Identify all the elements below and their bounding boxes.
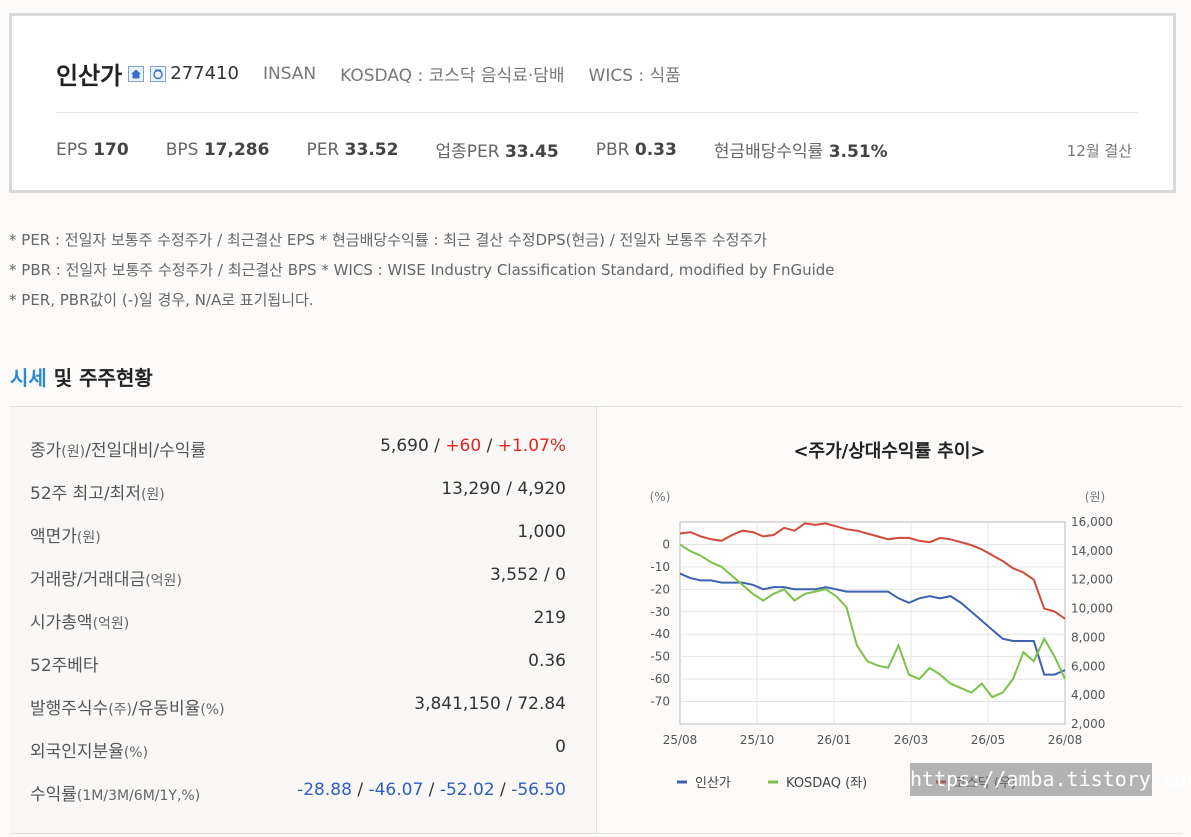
row-label: 발행주식수(주)/유동비율(%) <box>30 699 225 719</box>
market-info: KOSDAQ : 코스닥 음식료·담배 <box>340 66 565 86</box>
x-tick-label: 26/01 <box>817 733 852 747</box>
metric-dividend-yield: 현금배당수익률 3.51% <box>713 142 888 162</box>
table-row: 수익률(1M/3M/6M/1Y,%) -28.88 / -46.07 / -52… <box>10 768 596 811</box>
left-tick-label: -20 <box>650 582 670 596</box>
left-tick-label: -50 <box>650 650 670 664</box>
return-1m: -28.88 <box>297 780 352 800</box>
left-tick-label: -70 <box>650 695 670 709</box>
legend-label: KOSDAQ (좌) <box>786 776 867 791</box>
table-row: 시가총액(억원) 219 <box>10 596 596 639</box>
summary-divider <box>56 112 1138 113</box>
row-label: 거래량/거래대금(억원) <box>30 570 182 590</box>
market-panel: 종가(원)/전일대비/수익률 5,690 / +60 / +1.07% 52주 … <box>10 406 1182 834</box>
right-tick-label: 6,000 <box>1071 659 1105 673</box>
right-tick-label: 4,000 <box>1071 688 1105 702</box>
left-tick-label: -60 <box>650 672 670 686</box>
return-3m: -46.07 <box>368 780 424 800</box>
right-tick-label: 12,000 <box>1071 573 1113 587</box>
row-value: -28.88 / -46.07 / -52.02 / -56.50 <box>297 780 566 800</box>
series-line-1 <box>679 543 1066 699</box>
return-6m: -52.02 <box>439 780 495 800</box>
row-label: 외국인지분율(%) <box>30 742 149 762</box>
chart-panel: <주가/상대수익률 추이> 25/08 25/10 26/01 26/03 26/05 2… <box>597 407 1182 833</box>
x-tick-label: 26/05 <box>971 733 1006 747</box>
row-label: 시가총액(억원) <box>30 613 130 633</box>
right-tick-label: 10,000 <box>1071 602 1113 616</box>
metrics-row: EPS 170 BPS 17,286 PER 33.52 업종PER 33.45… <box>56 137 925 163</box>
home-icon[interactable] <box>128 65 145 82</box>
x-tick-label: 25/10 <box>740 733 775 747</box>
legend-label: 인산가 <box>695 776 731 791</box>
table-row: 발행주식수(주)/유동비율(%) 3,841,150 / 72.84 <box>10 682 596 725</box>
row-value: 0 <box>555 737 566 757</box>
right-axis-unit: (원) <box>1085 490 1105 504</box>
metric-industry-per: 업종PER 33.45 <box>435 142 559 162</box>
right-tick-label: 16,000 <box>1071 515 1113 529</box>
row-value: 219 <box>533 608 566 628</box>
table-row: 52주 최고/최저(원) 13,290 / 4,920 <box>10 467 596 510</box>
table-row: 액면가(원) 1,000 <box>10 510 596 553</box>
right-tick-label: 8,000 <box>1071 630 1105 644</box>
x-tick-label: 26/03 <box>894 733 929 747</box>
closing-month: 12월 결산 <box>1066 142 1132 160</box>
row-value: 3,841,150 / 72.84 <box>414 694 566 714</box>
row-value: 1,000 <box>517 522 566 542</box>
footnote: * PER, PBR값이 (-)일 경우, N/A로 표기됩니다. <box>9 291 314 309</box>
price-change-rate: +1.07% <box>497 436 566 456</box>
row-value: 13,290 / 4,920 <box>441 479 566 499</box>
left-tick-label: -40 <box>650 627 670 641</box>
table-row: 종가(원)/전일대비/수익률 5,690 / +60 / +1.07% <box>10 424 596 467</box>
x-tick-label: 25/08 <box>663 733 698 747</box>
english-name: INSAN <box>262 63 317 84</box>
watermark: https://amba.tistory.com <box>910 763 1191 796</box>
section-title: 시세 및 주주현황 <box>10 366 153 390</box>
left-tick-label: 0 <box>662 537 670 551</box>
price-chart: 25/08 25/10 26/01 26/03 26/05 26/08 0 -10 -20 -30… <box>650 490 1113 791</box>
row-value: 0.36 <box>528 651 566 671</box>
row-label: 액면가(원) <box>30 527 101 547</box>
right-tick-label: 14,000 <box>1071 544 1113 558</box>
stock-code: 277410 <box>170 63 239 84</box>
metric-bps: BPS 17,286 <box>165 139 270 160</box>
metric-pbr: PBR 0.33 <box>595 139 677 160</box>
row-label: 52주 최고/최저(원) <box>30 484 165 504</box>
price-table: 종가(원)/전일대비/수익률 5,690 / +60 / +1.07% 52주 … <box>10 407 597 833</box>
price-change: +60 <box>445 436 482 456</box>
x-tick-label: 26/08 <box>1048 733 1083 747</box>
footnote: * PBR : 전일자 보통주 수정주가 / 최근결산 BPS * WICS :… <box>9 261 835 279</box>
left-tick-label: -10 <box>650 560 670 574</box>
table-row: 거래량/거래대금(억원) 3,552 / 0 <box>10 553 596 596</box>
row-label: 종가(원)/전일대비/수익률 <box>30 441 207 461</box>
phone-icon[interactable] <box>150 65 167 82</box>
metric-eps: EPS 170 <box>56 139 129 160</box>
footnotes: * PER : 전일자 보통주 수정주가 / 최근결산 EPS * 현금배당수익… <box>9 225 835 315</box>
chart-title: <주가/상대수익률 추이> <box>793 441 986 462</box>
series-line-0 <box>679 572 1066 676</box>
metric-per: PER 33.52 <box>306 139 399 160</box>
company-header: 인산가 277410 INSAN KOSDAQ : 코스닥 음식료·담배 WIC… <box>56 56 681 91</box>
row-value: 5,690 / +60 / +1.07% <box>380 436 566 456</box>
wics-info: WICS : 식품 <box>588 66 681 86</box>
table-row: 외국인지분율(%) 0 <box>10 725 596 768</box>
return-1y: -56.50 <box>511 780 566 800</box>
table-row: 52주베타 0.36 <box>10 639 596 682</box>
company-summary-box: 인산가 277410 INSAN KOSDAQ : 코스닥 음식료·담배 WIC… <box>9 13 1176 193</box>
left-tick-label: -30 <box>650 605 670 619</box>
right-tick-label: 2,000 <box>1071 717 1105 731</box>
footnote: * PER : 전일자 보통주 수정주가 / 최근결산 EPS * 현금배당수익… <box>9 231 768 249</box>
company-name: 인산가 <box>56 62 123 90</box>
row-label: 수익률(1M/3M/6M/1Y,%) <box>30 785 201 805</box>
left-axis-unit: (%) <box>650 490 671 504</box>
series-line-2 <box>679 522 1066 620</box>
row-value: 3,552 / 0 <box>489 565 566 585</box>
chart-plot-area <box>679 521 1066 725</box>
row-label: 52주베타 <box>30 656 99 676</box>
